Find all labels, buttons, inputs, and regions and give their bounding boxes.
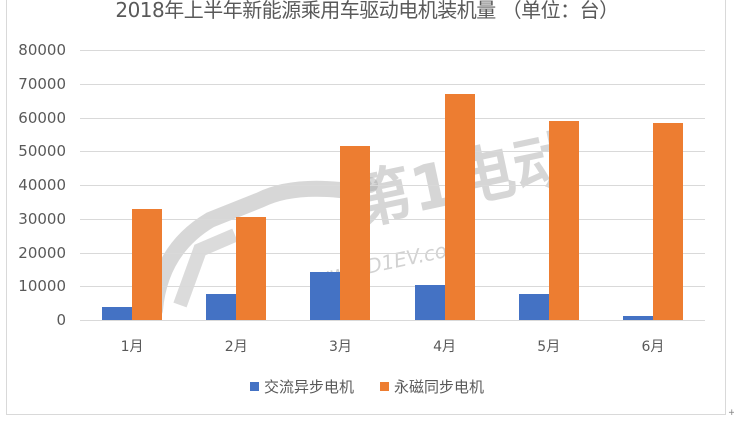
chart-frame [6,0,726,415]
y-tick-label: 20000 [18,243,66,262]
y-tick-label: 80000 [18,41,66,59]
bar-ac-async-6 [622,316,653,320]
gridline [80,320,705,321]
gridline [80,151,705,152]
legend-item: 永磁同步电机 [380,376,484,397]
gridline [80,118,705,119]
y-tick-label: 50000 [18,142,66,161]
bar-ac-async-4 [414,284,445,320]
legend-item: 交流异步电机 [249,376,354,397]
bar-ac-async-1 [102,306,133,320]
gridline [80,185,705,186]
legend-swatch-icon [249,382,259,391]
gridline [80,50,705,51]
x-tick-label: 1月 [120,339,144,355]
bar-pm-sync-5 [548,120,579,320]
x-tick-label: 4月 [433,339,457,355]
bar-ac-async-5 [518,294,549,320]
y-tick-label: 40000 [18,176,66,194]
bar-ac-async-2 [206,294,237,320]
bar-pm-sync-6 [652,122,683,320]
gridline [80,219,705,220]
bar-pm-sync-4 [444,93,475,320]
bar-pm-sync-3 [340,146,371,320]
chart-legend: 交流异步电机 永磁同步电机 [0,376,734,397]
legend-label: 永磁同步电机 [394,378,485,396]
bar-pm-sync-1 [132,208,163,320]
gridline [80,286,705,287]
gridline [80,253,705,254]
chart-title: 2018年上半年新能源乘用车驱动电机装机量 （单位：台） [115,0,619,22]
legend-swatch-icon [380,382,389,391]
bar-pm-sync-2 [236,217,267,320]
x-tick-label: 2月 [224,339,248,355]
x-tick-label: 6月 [641,339,665,355]
x-tick-label: 5月 [537,339,561,355]
x-tick-label: 3月 [328,339,352,355]
y-tick-label: 60000 [18,108,66,127]
anchor-icon: + [728,408,734,418]
legend-label: 交流异步电机 [263,378,354,396]
y-tick-label: 70000 [18,74,66,93]
y-tick-label: 10000 [18,277,66,296]
y-tick-label: 0 [56,311,66,329]
bar-ac-async-3 [310,272,341,320]
gridline [80,84,705,85]
y-tick-label: 30000 [18,209,66,228]
